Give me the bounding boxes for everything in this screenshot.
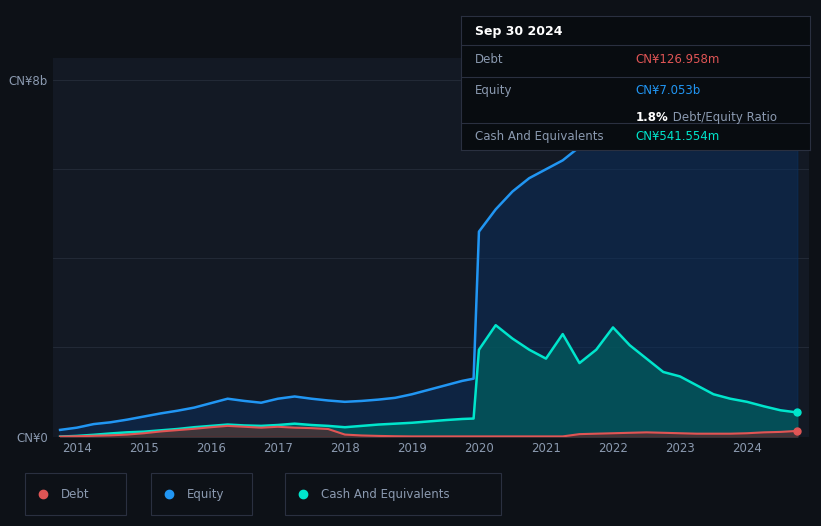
Text: 1.8%: 1.8% (636, 111, 668, 124)
Text: CN¥541.554m: CN¥541.554m (636, 130, 720, 143)
Text: Cash And Equivalents: Cash And Equivalents (475, 130, 604, 143)
Text: CN¥126.958m: CN¥126.958m (636, 53, 720, 66)
Bar (285, 473, 502, 515)
Text: Equity: Equity (475, 84, 513, 97)
Text: Cash And Equivalents: Cash And Equivalents (321, 488, 449, 501)
Text: Sep 30 2024: Sep 30 2024 (475, 25, 563, 38)
Text: CN¥7.053b: CN¥7.053b (636, 84, 701, 97)
Bar (25, 473, 126, 515)
Bar (151, 473, 252, 515)
Text: Debt: Debt (475, 53, 504, 66)
Text: Debt/Equity Ratio: Debt/Equity Ratio (669, 111, 777, 124)
Text: Equity: Equity (187, 488, 225, 501)
Text: Debt: Debt (61, 488, 89, 501)
